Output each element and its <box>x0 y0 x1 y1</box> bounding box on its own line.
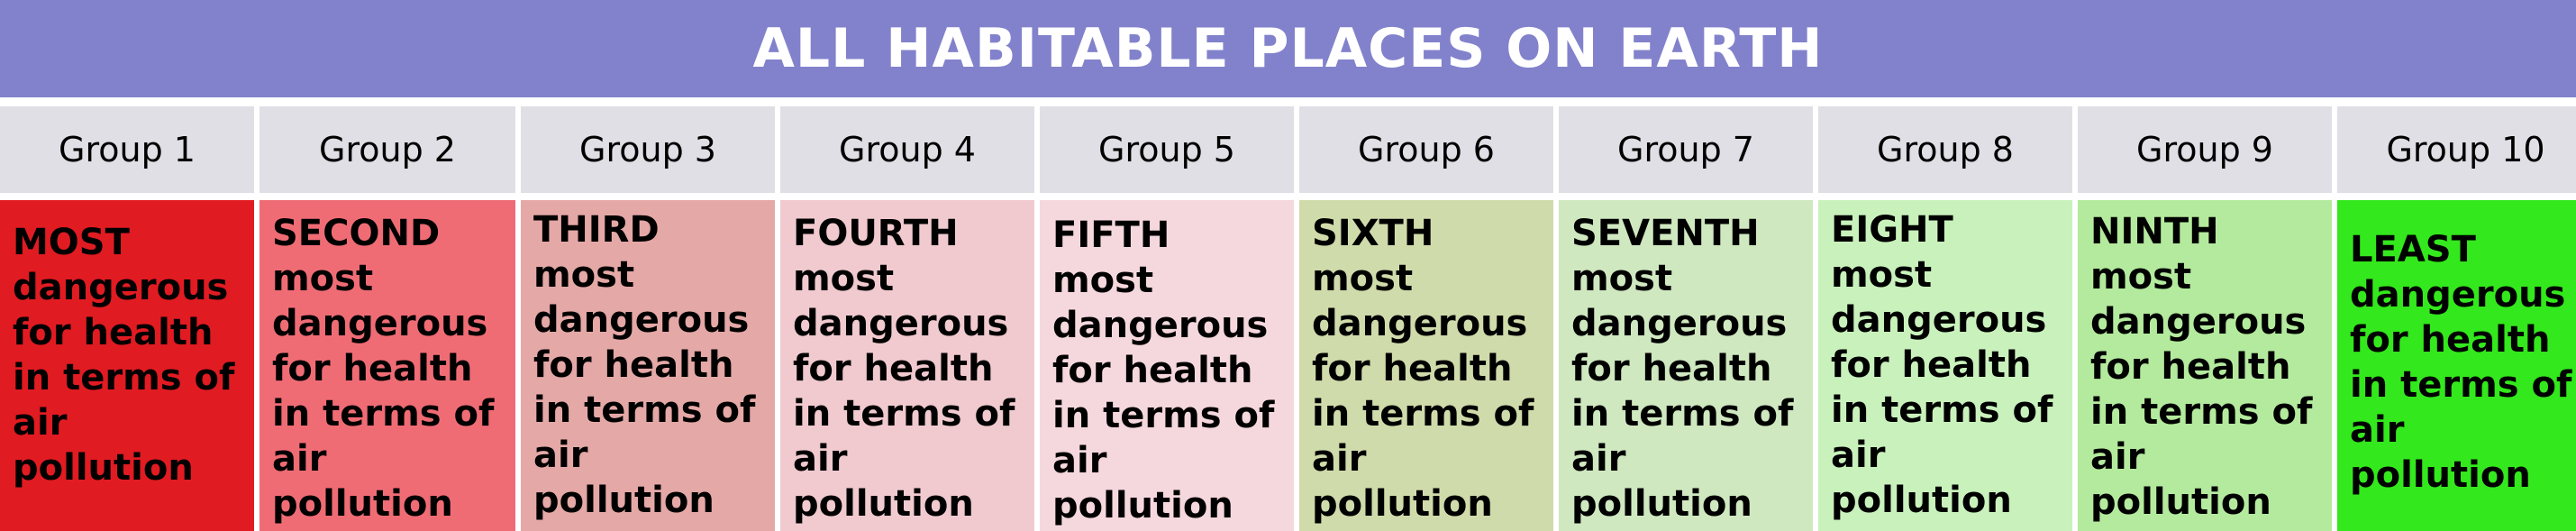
group-header-label: Group 7 <box>1617 130 1754 169</box>
group-rank: EIGHT <box>1831 209 1953 251</box>
group-header-label: Group 6 <box>1358 130 1495 169</box>
column-divider <box>2332 106 2337 193</box>
column-divider <box>2332 200 2337 531</box>
group-description: dangerous for health in terms of air pol… <box>2350 274 2572 496</box>
group-cell-1: MOST dangerous for health in terms of air… <box>0 200 254 531</box>
group-header-10: Group 10 <box>2337 106 2576 193</box>
group-rank: SEVENTH <box>1571 213 1760 254</box>
column-divider <box>1034 106 1040 193</box>
group-header-row: Group 1 Group 2 Group 3 Group 4 Group 5 Group… <box>0 106 2576 193</box>
column-divider <box>1553 200 1559 531</box>
column-divider <box>2072 200 2078 531</box>
group-rank: FOURTH <box>793 213 959 254</box>
group-cell-4: FOURTH most dangerous for health in terms… <box>780 200 1034 531</box>
group-header-label: Group 2 <box>319 130 456 169</box>
column-divider <box>254 106 259 193</box>
column-divider <box>775 200 780 531</box>
group-description: most dangerous for health in terms of ai… <box>1571 258 1794 525</box>
group-header-label: Group 5 <box>1098 130 1235 169</box>
group-header-2: Group 2 <box>259 106 515 193</box>
group-cell-5: FIFTH most dangerous for health in terms … <box>1040 200 1294 531</box>
group-header-7: Group 7 <box>1559 106 1813 193</box>
group-rank: SECOND <box>272 213 441 254</box>
group-header-label: Group 1 <box>59 130 196 169</box>
group-header-4: Group 4 <box>780 106 1034 193</box>
title-banner: ALL HABITABLE PLACES ON EARTH <box>0 0 2576 97</box>
column-divider <box>1553 106 1559 193</box>
group-rank: THIRD <box>533 209 660 251</box>
group-rank: LEAST <box>2350 229 2476 270</box>
group-cell-6: SIXTH most dangerous for health in terms … <box>1299 200 1553 531</box>
group-rank: FIFTH <box>1052 215 1170 256</box>
group-header-label: Group 4 <box>839 130 976 169</box>
column-divider <box>254 200 259 531</box>
group-cell-2: SECOND most dangerous for health in terms… <box>259 200 515 531</box>
group-rank: MOST <box>13 222 130 263</box>
column-divider <box>2072 106 2078 193</box>
group-cell-8: EIGHT most dangerous for health in terms … <box>1818 200 2072 531</box>
column-divider <box>1294 106 1299 193</box>
group-description: most dangerous for health in terms of ai… <box>533 254 756 521</box>
column-divider <box>1034 200 1040 531</box>
group-header-label: Group 9 <box>2136 130 2273 169</box>
column-divider <box>1813 106 1818 193</box>
column-divider <box>775 106 780 193</box>
group-description: most dangerous for health in terms of ai… <box>793 258 1015 525</box>
group-cell-3: THIRD most dangerous for health in terms … <box>521 200 775 531</box>
group-description: most dangerous for health in terms of ai… <box>1831 254 2053 521</box>
column-divider <box>1813 200 1818 531</box>
group-header-5: Group 5 <box>1040 106 1294 193</box>
group-description: most dangerous for health in terms of ai… <box>272 258 495 525</box>
group-header-6: Group 6 <box>1299 106 1553 193</box>
group-header-8: Group 8 <box>1818 106 2072 193</box>
group-header-3: Group 3 <box>521 106 775 193</box>
group-header-label: Group 8 <box>1877 130 2014 169</box>
group-description: most dangerous for health in terms of ai… <box>1052 260 1275 526</box>
group-description: most dangerous for health in terms of ai… <box>1312 258 1534 525</box>
group-cell-9: NINTH most dangerous for health in terms … <box>2078 200 2332 531</box>
group-rank: NINTH <box>2090 211 2219 252</box>
group-header-label: Group 10 <box>2386 130 2545 169</box>
group-description: most dangerous for health in terms of ai… <box>2090 256 2313 523</box>
column-divider <box>1294 200 1299 531</box>
group-description: dangerous for health in terms of air pol… <box>13 267 235 489</box>
group-header-label: Group 3 <box>579 130 716 169</box>
column-divider <box>515 200 521 531</box>
diagram-title: ALL HABITABLE PLACES ON EARTH <box>752 17 1824 80</box>
group-cell-10: LEAST dangerous for health in terms of ai… <box>2337 200 2576 531</box>
column-divider <box>515 106 521 193</box>
group-header-1: Group 1 <box>0 106 254 193</box>
group-description-row: MOST dangerous for health in terms of air… <box>0 200 2576 531</box>
group-rank: SIXTH <box>1312 213 1434 254</box>
group-cell-7: SEVENTH most dangerous for health in term… <box>1559 200 1813 531</box>
group-header-9: Group 9 <box>2078 106 2332 193</box>
